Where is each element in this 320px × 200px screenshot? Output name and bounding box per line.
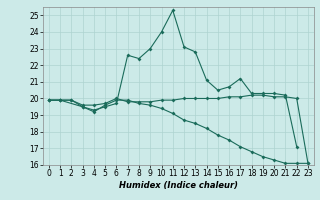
X-axis label: Humidex (Indice chaleur): Humidex (Indice chaleur) (119, 181, 238, 190)
